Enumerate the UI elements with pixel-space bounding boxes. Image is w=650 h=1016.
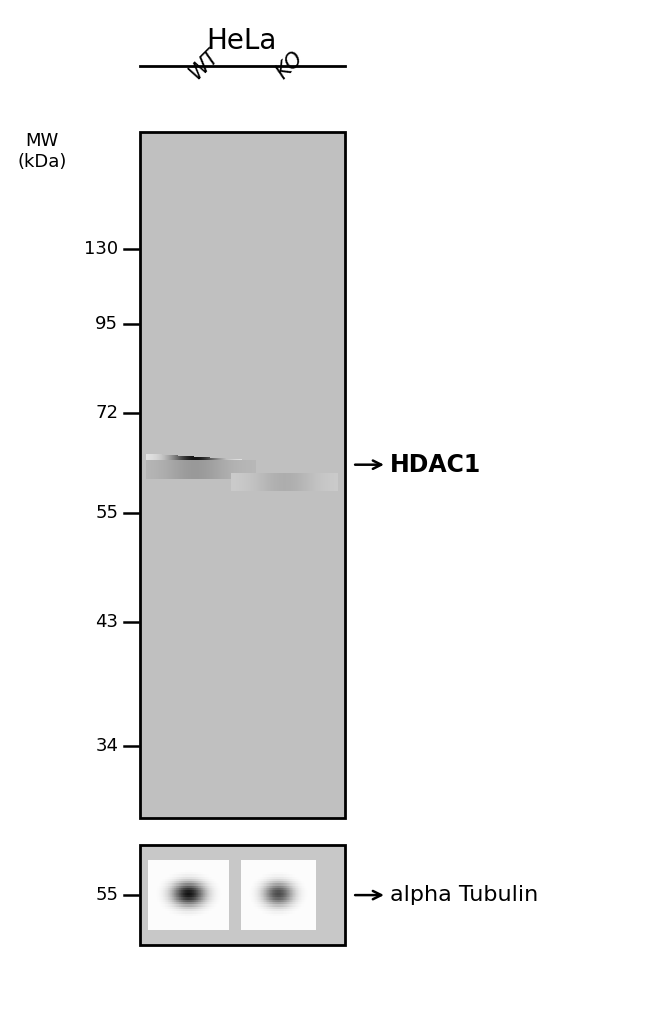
Text: 95: 95 bbox=[96, 315, 118, 333]
Text: 72: 72 bbox=[96, 404, 118, 423]
Text: 34: 34 bbox=[96, 737, 118, 755]
Text: 43: 43 bbox=[96, 614, 118, 631]
Text: KO: KO bbox=[272, 48, 307, 83]
Text: MW
(kDa): MW (kDa) bbox=[18, 132, 67, 171]
Bar bbox=[140, 845, 344, 945]
Text: HeLa: HeLa bbox=[207, 26, 277, 55]
Text: HDAC1: HDAC1 bbox=[390, 453, 481, 477]
Text: WT: WT bbox=[185, 46, 223, 83]
Bar bbox=[140, 132, 344, 818]
Text: 55: 55 bbox=[96, 886, 118, 904]
Text: 130: 130 bbox=[84, 240, 118, 258]
Text: 55: 55 bbox=[96, 504, 118, 521]
Text: alpha Tubulin: alpha Tubulin bbox=[390, 885, 538, 905]
